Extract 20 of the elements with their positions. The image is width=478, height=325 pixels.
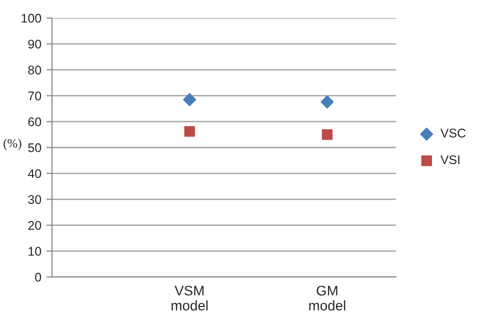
y-tick-label: 30	[28, 195, 42, 204]
y-tick-label: 10	[28, 246, 42, 256]
y-tick-label: 70	[28, 92, 42, 100]
point	[320, 95, 334, 108]
legend-label: VSI	[440, 155, 460, 164]
y-tick-label: 90	[28, 40, 42, 49]
y-tick-label: 60	[28, 117, 42, 126]
y-tick-label: 80	[28, 66, 42, 74]
x-tick-label: GM model	[309, 286, 346, 310]
y-tick-label: 50	[28, 143, 42, 152]
y-tick-label: 40	[28, 169, 42, 178]
y-axis-title: (%)	[4, 138, 22, 150]
point	[322, 129, 333, 140]
y-tick-label: 100	[22, 14, 42, 23]
point	[184, 126, 195, 137]
legend-label: VSC	[440, 128, 466, 138]
y-tick-label: 20	[28, 221, 42, 230]
x-tick-label: VSM model	[172, 286, 208, 310]
y-tick-label: 0	[35, 272, 42, 282]
point	[183, 93, 196, 106]
